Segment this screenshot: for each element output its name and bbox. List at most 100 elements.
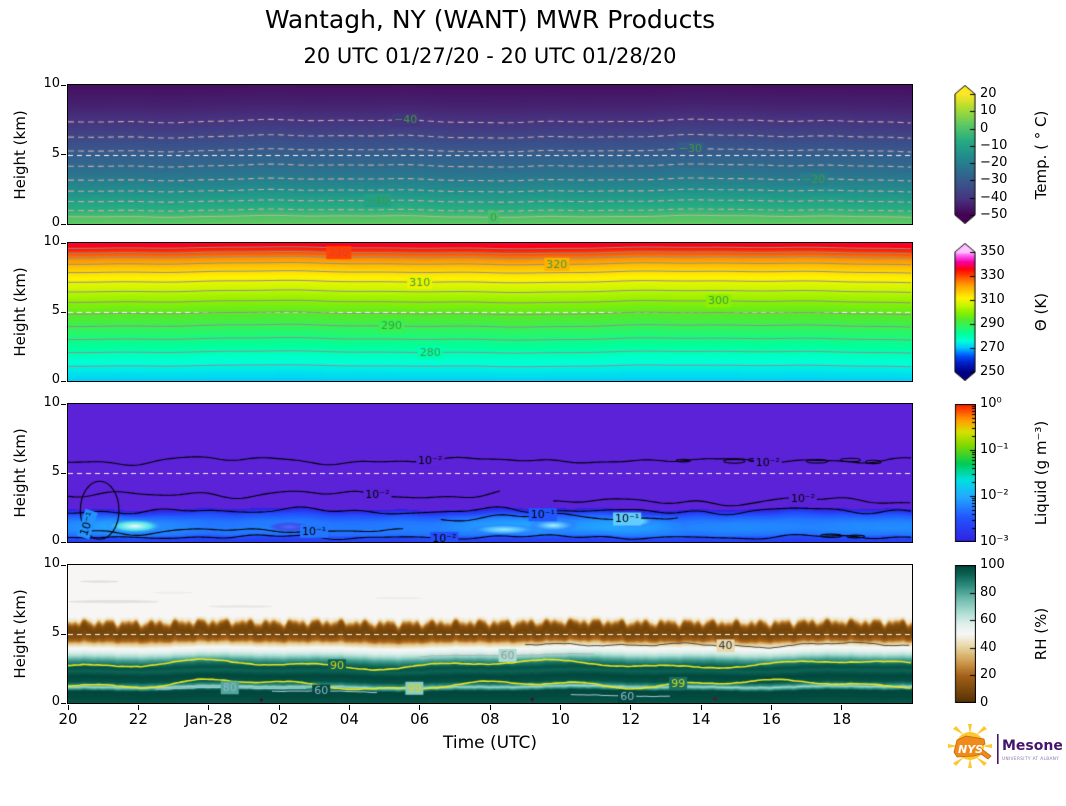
rh-colorbar-label: RH (%)	[1032, 607, 1050, 661]
x-tick-label: 20	[58, 710, 78, 728]
x-tick-label: 08	[480, 710, 500, 728]
y-tick-mark	[61, 472, 66, 474]
y-tick-mark	[61, 702, 66, 704]
y-tick-mark	[61, 633, 66, 635]
panel-liquid: Height (km) Liquid (g m⁻³) 0 5 10 10⁰ 10⁻¹ 10…	[0, 395, 1066, 549]
colorbar-tick-label: 290	[980, 316, 1005, 331]
x-tick-label: 02	[269, 710, 289, 728]
nys-mesonet-logo: NYS Mesonet UNIVERSITY AT ALBANY	[944, 716, 1066, 796]
logo-nys-text: NYS	[958, 743, 983, 756]
colorbar-tick-label: 10⁰	[980, 396, 1002, 411]
y-tick-label: 5	[51, 625, 60, 640]
temperature-heatmap	[67, 84, 913, 225]
y-tick-label: 0	[51, 694, 60, 709]
y-tick-mark	[61, 311, 66, 313]
x-tick-mark	[208, 705, 210, 710]
y-tick-label: 0	[51, 215, 60, 230]
x-tick-label: 16	[761, 710, 781, 728]
theta-y-axis-label: Height (km)	[11, 267, 29, 357]
rh-colorbar	[954, 565, 976, 703]
liquid-colorbar-label: Liquid (g m⁻³)	[1032, 420, 1050, 526]
y-tick-label: 0	[51, 372, 60, 387]
y-tick-label: 5	[51, 145, 60, 161]
y-tick-label: 10	[43, 76, 60, 91]
theta-heatmap	[67, 242, 913, 382]
colorbar-tick-label: −40	[980, 189, 1008, 205]
y-tick-label: 10	[43, 556, 60, 571]
colorbar-tick-label: 10⁻²	[980, 488, 1009, 503]
logo-divider	[997, 734, 999, 764]
colorbar-tick-label: −30	[980, 172, 1008, 188]
colorbar-tick-label: 0	[980, 120, 989, 136]
y-tick-label: 5	[51, 303, 60, 318]
x-tick-mark	[770, 705, 772, 710]
theta-colorbar	[954, 243, 976, 381]
figure-subtitle: 20 UTC 01/27/20 - 20 UTC 01/28/20	[303, 44, 677, 68]
colorbar-tick-label: 40	[980, 639, 997, 655]
panel-temperature: Height (km) Temp. ( ° C) 0 5 10 20 10 0 −10 −20…	[0, 76, 1066, 230]
colorbar-tick-label: 20	[980, 667, 997, 683]
y-tick-label: 0	[51, 533, 60, 548]
panel-potential-temperature: Height (km) Θ (K) 0 5 10 350 330 310 290 270 250	[0, 234, 1066, 387]
liquid-colorbar	[954, 404, 976, 542]
colorbar-tick-label: 10⁻³	[980, 534, 1009, 549]
panel-relative-humidity: Height (km) RH (%) 0 5 10 100 80 60 40 20 0	[0, 556, 1066, 710]
x-tick-label: 14	[691, 710, 711, 728]
x-tick-mark	[841, 705, 843, 710]
x-tick-mark	[700, 705, 702, 710]
liquid-heatmap	[67, 403, 913, 543]
x-tick-mark	[137, 705, 139, 710]
colorbar-tick-label: 270	[980, 340, 1005, 355]
x-tick-label: 12	[621, 710, 641, 728]
colorbar-tick-label: 60	[980, 612, 997, 628]
rh-heatmap	[67, 564, 913, 704]
colorbar-tick-label: 20	[980, 86, 997, 101]
x-tick-mark	[67, 705, 69, 710]
temperature-colorbar-label: Temp. ( ° C)	[1032, 110, 1050, 199]
colorbar-tick-label: −10	[980, 137, 1008, 153]
x-tick-mark	[489, 705, 491, 710]
x-tick-label: Jan-28	[184, 710, 233, 728]
colorbar-tick-label: 10⁻¹	[980, 442, 1009, 457]
colorbar-tick-label: 10	[980, 103, 997, 119]
x-tick-mark	[278, 705, 280, 710]
y-tick-mark	[61, 564, 66, 566]
colorbar-tick-label: 250	[980, 364, 1005, 379]
colorbar-tick-label: 100	[980, 557, 1005, 572]
x-tick-mark	[348, 705, 350, 710]
y-tick-mark	[61, 403, 66, 405]
logo-mesonet-text: Mesonet	[1002, 738, 1062, 754]
colorbar-tick-label: 350	[980, 244, 1005, 259]
y-tick-mark	[61, 154, 66, 155]
y-tick-mark	[61, 242, 66, 244]
y-tick-mark	[61, 84, 66, 86]
liquid-y-axis-label: Height (km)	[11, 428, 29, 518]
y-tick-mark	[61, 541, 66, 543]
temperature-colorbar	[954, 85, 976, 224]
colorbar-tick-label: 0	[980, 695, 989, 710]
x-tick-mark	[559, 705, 561, 710]
logo-university-text: UNIVERSITY AT ALBANY	[1002, 756, 1059, 761]
x-axis-title: Time (UTC)	[443, 733, 537, 753]
colorbar-tick-label: 310	[980, 292, 1005, 307]
colorbar-tick-label: 330	[980, 268, 1005, 283]
colorbar-tick-label: −20	[980, 155, 1008, 171]
y-tick-mark	[61, 380, 66, 382]
y-tick-label: 5	[51, 464, 60, 479]
y-tick-mark	[61, 223, 66, 225]
x-tick-label: 10	[550, 710, 570, 728]
colorbar-tick-label: −50	[980, 207, 1008, 222]
temperature-y-axis-label: Height (km)	[11, 109, 29, 200]
rh-y-axis-label: Height (km)	[11, 589, 29, 679]
figure-title: Wantagh, NY (WANT) MWR Products	[264, 5, 716, 34]
y-tick-label: 10	[43, 395, 60, 410]
x-tick-label: 22	[128, 710, 148, 728]
x-tick-label: 18	[832, 710, 852, 728]
x-tick-label: 06	[410, 710, 430, 728]
colorbar-tick-label: 80	[980, 584, 997, 600]
theta-colorbar-label: Θ (K)	[1032, 292, 1050, 332]
y-tick-label: 10	[43, 234, 60, 249]
x-tick-label: 04	[339, 710, 359, 728]
ny-state-shape	[953, 735, 992, 760]
